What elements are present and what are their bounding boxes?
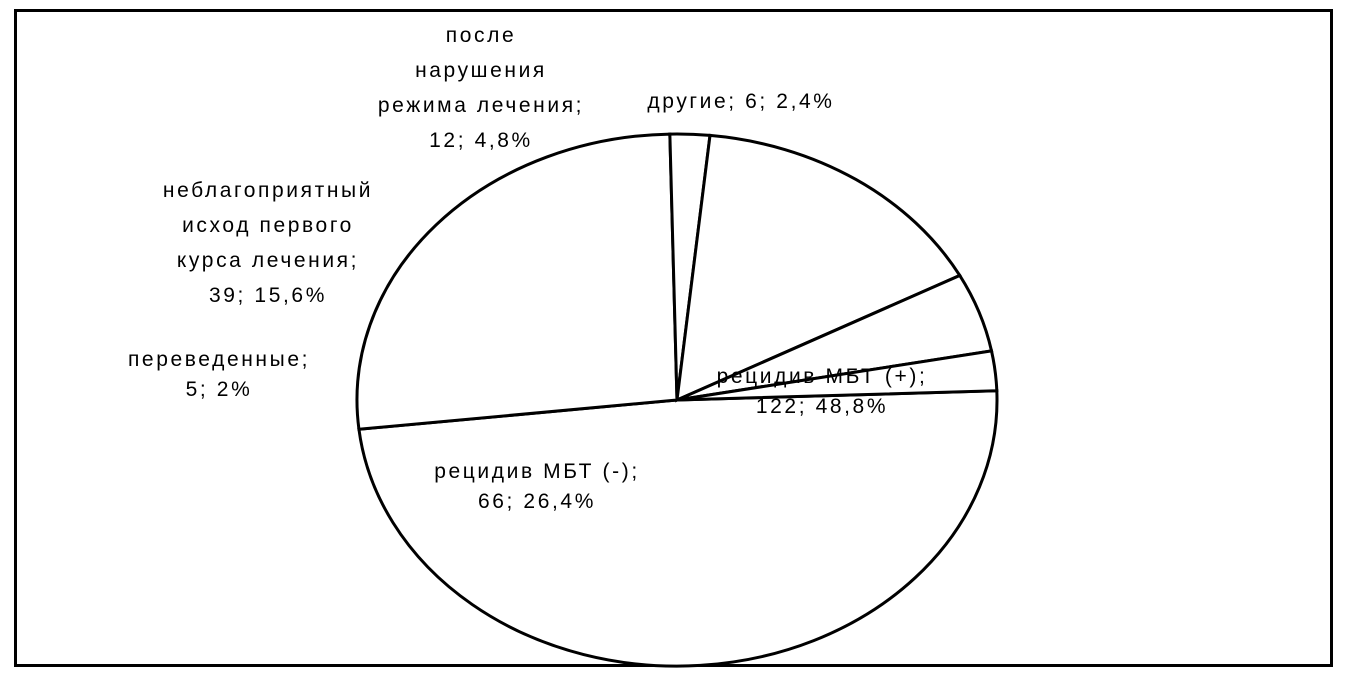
slice-label-4-line-1: нарушения xyxy=(415,59,547,82)
slice-label-1-line-1: 66; 26,4% xyxy=(478,490,596,513)
slice-label-4-line-2: режима лечения; xyxy=(378,94,584,117)
pie-slice-1 xyxy=(355,132,679,431)
slice-label-4-line-3: 12; 4,8% xyxy=(429,129,533,152)
slice-label-3: неблагоприятный исход первого курса лечени… xyxy=(163,179,373,307)
slice-label-2: переведенные; 5; 2% xyxy=(128,348,310,401)
slice-label-4-line-0: после xyxy=(446,24,516,47)
slice-label-5: другие; 6; 2,4% xyxy=(647,90,834,113)
slice-label-4: после нарушения режима лечения; 12; 4,8% xyxy=(378,24,584,152)
pie-slices xyxy=(355,132,999,668)
slice-label-2-line-1: 5; 2% xyxy=(186,378,253,401)
slice-label-5-line-0: другие; 6; 2,4% xyxy=(647,90,834,113)
slice-label-0-line-0: рецидив МБТ (+); xyxy=(717,365,928,388)
slice-label-3-line-3: 39; 15,6% xyxy=(209,284,327,307)
slice-label-2-line-0: переведенные; xyxy=(128,348,310,371)
pie-labels: рецидив МБТ (+); 122; 48,8% рецидив МБТ (-… xyxy=(128,24,928,513)
slice-label-3-line-1: исход первого xyxy=(182,214,354,237)
slice-label-0-line-1: 122; 48,8% xyxy=(756,395,888,418)
pie-slice-5 xyxy=(676,349,999,402)
slice-label-3-line-2: курса лечения; xyxy=(177,249,359,272)
slice-label-1-line-0: рецидив МБТ (-); xyxy=(434,460,640,483)
slice-label-0: рецидив МБТ (+); 122; 48,8% xyxy=(717,365,928,418)
slice-label-3-line-0: неблагоприятный xyxy=(163,179,373,202)
slice-label-1: рецидив МБТ (-); 66; 26,4% xyxy=(434,460,640,513)
pie-slice-0 xyxy=(357,389,999,668)
pie-slice-3 xyxy=(675,133,962,403)
